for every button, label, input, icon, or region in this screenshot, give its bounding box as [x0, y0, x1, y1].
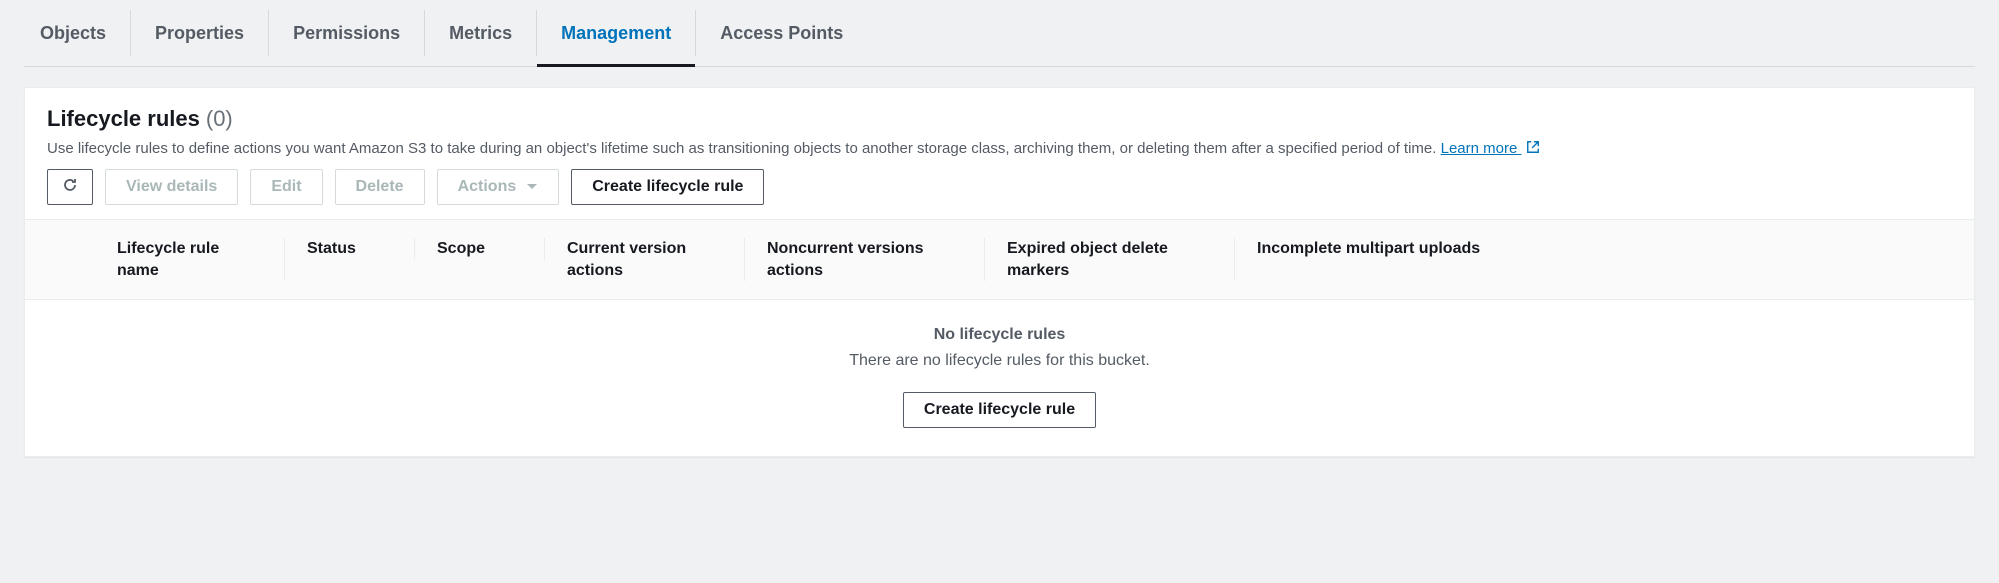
- toolbar: View details Edit Delete Actions Create …: [47, 169, 1952, 205]
- create-lifecycle-rule-button[interactable]: Create lifecycle rule: [571, 169, 764, 205]
- empty-description: There are no lifecycle rules for this bu…: [25, 352, 1974, 370]
- column-current-version-actions: Current version actions: [545, 238, 745, 281]
- tab-access-points[interactable]: Access Points: [696, 10, 867, 56]
- delete-button[interactable]: Delete: [335, 169, 425, 205]
- learn-more-link[interactable]: Learn more: [1441, 140, 1540, 157]
- external-link-icon: [1526, 139, 1540, 153]
- empty-state: No lifecycle rules There are no lifecycl…: [25, 300, 1974, 456]
- lifecycle-rules-panel: Lifecycle rules (0) Use lifecycle rules …: [24, 87, 1975, 457]
- panel-description: Use lifecycle rules to define actions yo…: [47, 138, 1952, 159]
- panel-title: Lifecycle rules: [47, 106, 200, 132]
- chevron-down-icon: [526, 178, 538, 196]
- tab-objects[interactable]: Objects: [40, 10, 131, 56]
- empty-create-lifecycle-rule-button[interactable]: Create lifecycle rule: [903, 392, 1096, 428]
- refresh-button[interactable]: [47, 169, 93, 205]
- actions-dropdown[interactable]: Actions: [437, 169, 560, 205]
- refresh-icon: [62, 177, 78, 198]
- panel-count: (0): [206, 106, 233, 132]
- edit-button[interactable]: Edit: [250, 169, 322, 205]
- tab-properties[interactable]: Properties: [131, 10, 269, 56]
- empty-title: No lifecycle rules: [25, 326, 1974, 344]
- column-status: Status: [285, 238, 415, 260]
- tab-management[interactable]: Management: [537, 10, 696, 56]
- learn-more-label: Learn more: [1441, 140, 1518, 157]
- view-details-button[interactable]: View details: [105, 169, 238, 205]
- column-incomplete-multipart: Incomplete multipart uploads: [1235, 238, 1974, 260]
- tab-metrics[interactable]: Metrics: [425, 10, 537, 56]
- column-scope: Scope: [415, 238, 545, 260]
- table-header-row: Lifecycle rule name Status Scope Current…: [25, 219, 1974, 300]
- panel-description-text: Use lifecycle rules to define actions yo…: [47, 140, 1436, 157]
- column-expired-markers: Expired object delete markers: [985, 238, 1235, 281]
- tab-bar: Objects Properties Permissions Metrics M…: [24, 0, 1975, 67]
- column-noncurrent-versions-actions: Noncurrent versions actions: [745, 238, 985, 281]
- tab-permissions[interactable]: Permissions: [269, 10, 425, 56]
- actions-label: Actions: [458, 178, 517, 196]
- column-rule-name: Lifecycle rule name: [95, 238, 285, 281]
